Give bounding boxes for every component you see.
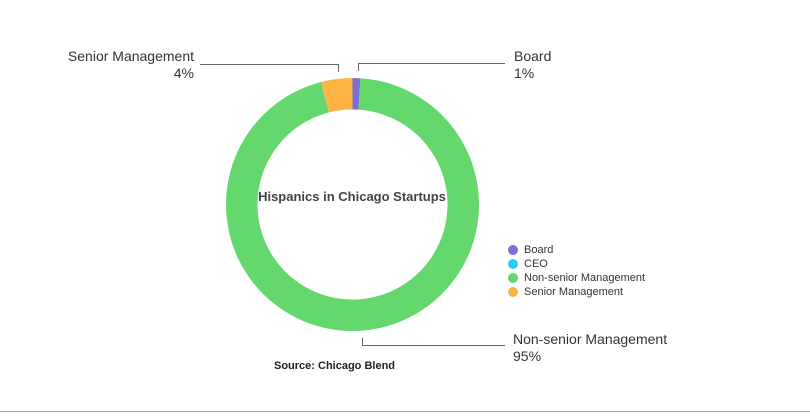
- callout-board-label: Board: [514, 48, 552, 64]
- callout-non-senior-management: Non-senior Management 95%: [513, 331, 667, 365]
- legend-item-board[interactable]: Board: [508, 243, 645, 257]
- legend-label: Non-senior Management: [524, 272, 646, 284]
- legend-item-non-senior-management[interactable]: Non-senior Management: [508, 271, 645, 285]
- legend-dot-icon: [508, 245, 518, 255]
- callout-senior-value: 4%: [173, 65, 194, 81]
- callout-line-nonsenior: [362, 338, 505, 346]
- legend-dot-icon: [508, 273, 518, 283]
- callout-board: Board 1%: [514, 48, 551, 82]
- legend-item-ceo[interactable]: CEO: [508, 257, 645, 271]
- callout-nonsenior-value: 95%: [513, 348, 542, 364]
- slice-board[interactable]: [352, 78, 361, 110]
- legend-item-senior-management[interactable]: Senior Management: [508, 285, 645, 299]
- legend-dot-icon: [508, 259, 518, 269]
- chart-legend: Board CEO Non-senior Management Senior M…: [508, 243, 645, 299]
- donut-slices: [226, 78, 479, 331]
- callout-senior-label: Senior Management: [67, 48, 194, 64]
- callout-line-senior: [200, 64, 339, 72]
- callout-line-board: [358, 63, 505, 71]
- bottom-divider: [0, 411, 810, 412]
- legend-dot-icon: [508, 287, 518, 297]
- legend-label: Senior Management: [524, 286, 624, 298]
- callout-board-value: 1%: [514, 65, 535, 81]
- chart-title: Hispanics in Chicago Startups: [258, 189, 446, 204]
- legend-label: CEO: [524, 258, 548, 270]
- callout-nonsenior-label: Non-senior Management: [513, 331, 668, 347]
- slice-senior-management[interactable]: [321, 78, 353, 113]
- callout-senior-management: Senior Management 4%: [56, 48, 194, 82]
- legend-label: Board: [524, 244, 554, 256]
- source-note: Source: Chicago Blend: [274, 360, 396, 372]
